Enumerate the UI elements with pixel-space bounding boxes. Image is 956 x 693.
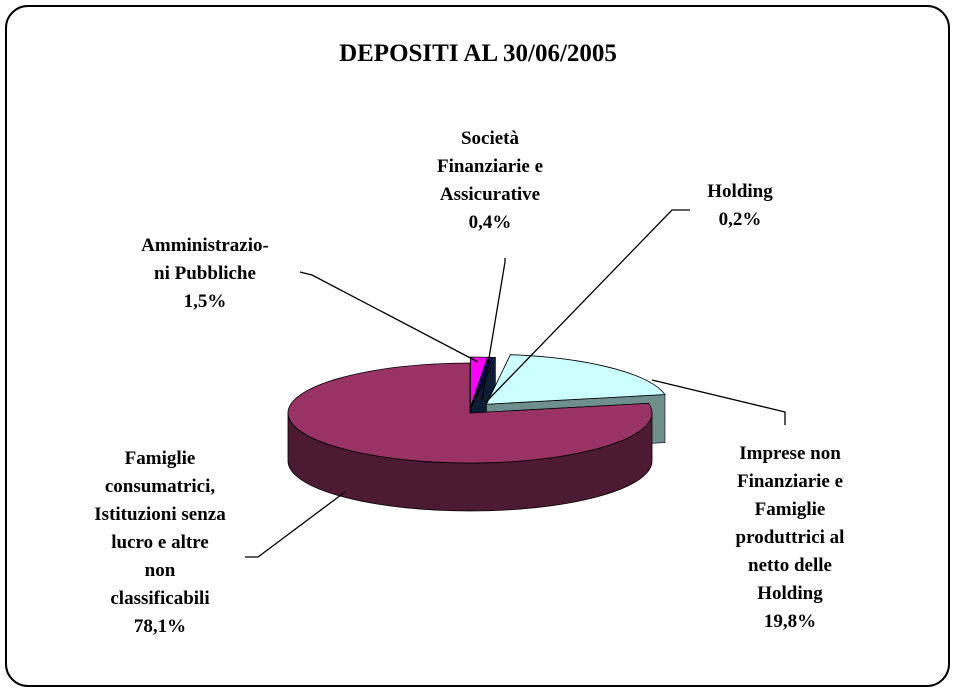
category-label: Holding — [707, 181, 773, 202]
category-label: Famiglie consumatrici, Istituzioni senza… — [94, 448, 226, 609]
slice-label: Holding 0,2% — [707, 178, 772, 234]
slice-label: Famiglie consumatrici, Istituzioni senza… — [94, 445, 225, 641]
category-label: Amministrazio- ni Pubbliche — [141, 235, 269, 284]
slice — [287, 362, 653, 464]
slice — [471, 356, 497, 408]
slice-label: Amministrazio- ni Pubbliche 1,5% — [141, 232, 269, 316]
category-label: Imprese non Finanziarie e Famiglie produ… — [735, 443, 845, 604]
value-label: 0,4% — [468, 212, 512, 233]
leader-line — [485, 209, 690, 403]
value-label: 78,1% — [133, 616, 187, 637]
leader-line — [651, 379, 786, 425]
chart-title: DEPOSITI AL 30/06/2005 — [339, 40, 617, 67]
value-label: 0,2% — [718, 209, 762, 230]
slice-label: Società Finanziarie e Assicurative 0,4% — [437, 125, 543, 237]
frame — [5, 5, 950, 687]
leader-line — [245, 491, 346, 558]
category-label: Società Finanziarie e Assicurative — [436, 128, 544, 205]
slice — [485, 354, 666, 405]
leader-line — [299, 271, 479, 363]
value-label: 1,5% — [183, 291, 227, 312]
leader-line — [481, 258, 506, 401]
slice-label: Imprese non Finanziarie e Famiglie produ… — [736, 440, 845, 636]
value-label: 19,8% — [763, 611, 817, 632]
slice — [470, 356, 489, 408]
